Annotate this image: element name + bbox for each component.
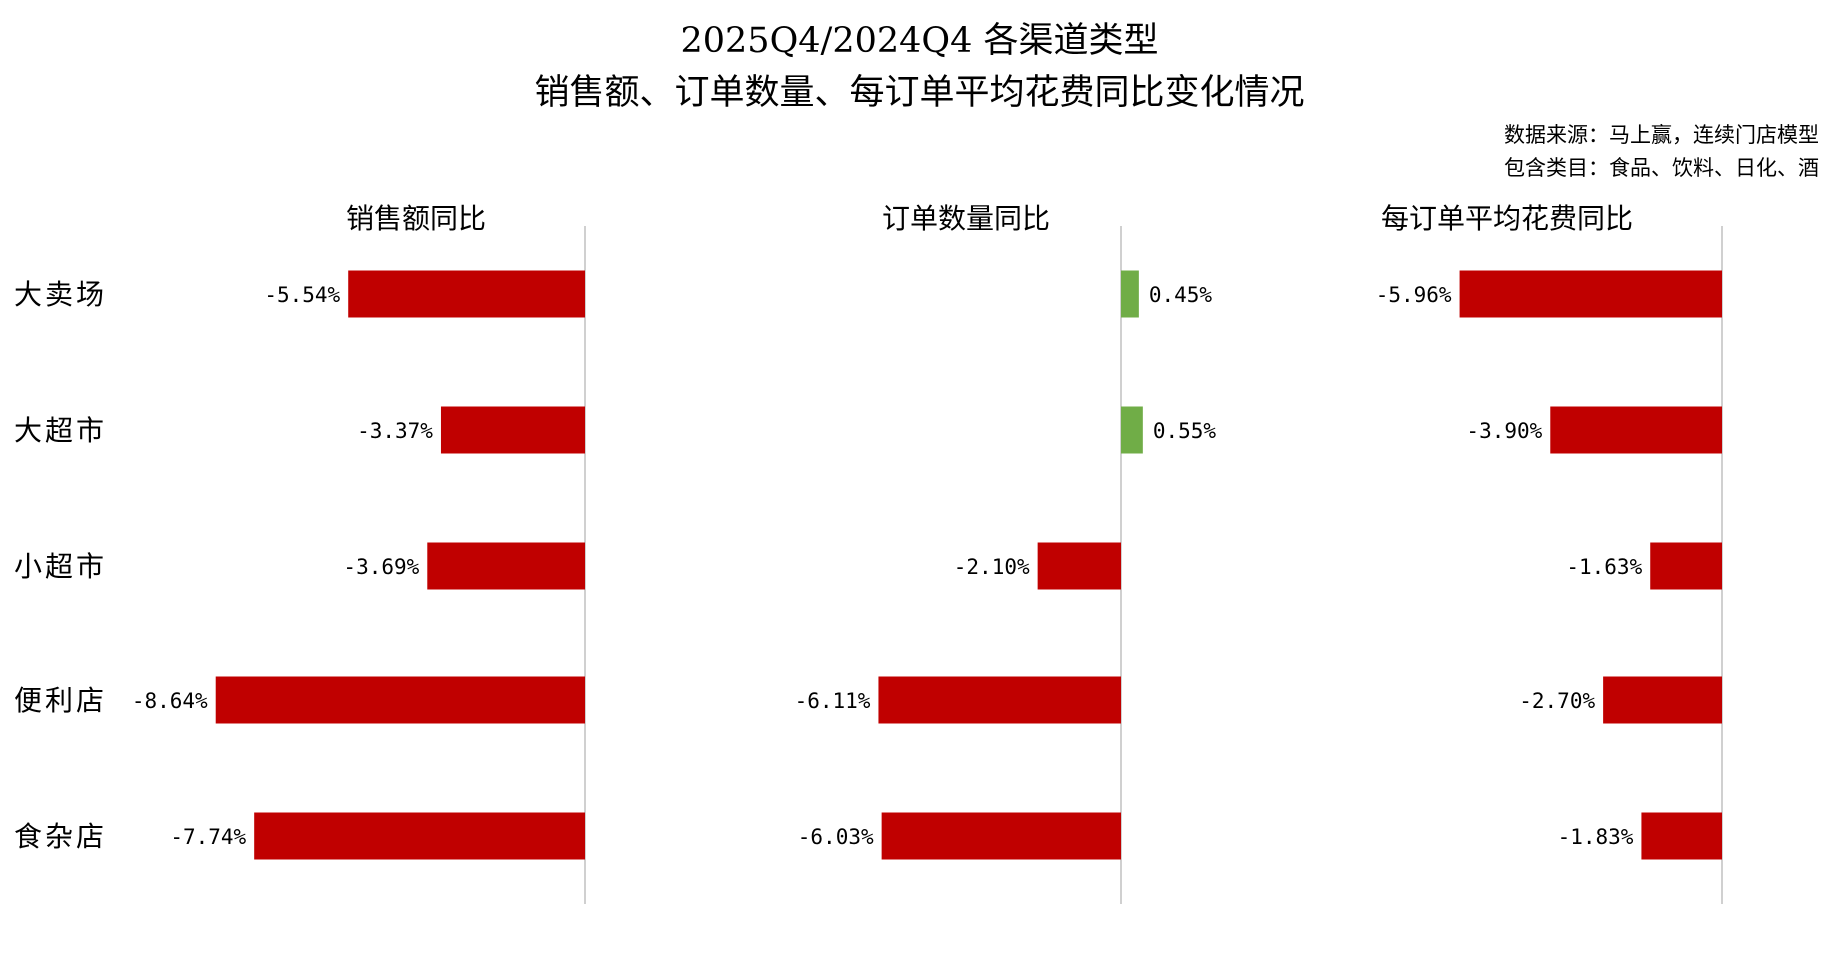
bar-大卖场 [1459,270,1722,318]
source-note: 数据来源：马上赢，连续门店模型 [1504,123,1819,147]
bar-便利店 [878,676,1121,724]
bar-食杂店 [1641,812,1722,860]
bar-大超市 [1121,406,1143,454]
data-label: -2.10% [954,555,1030,579]
bar-食杂店 [881,812,1121,860]
data-label: -2.70% [1519,689,1595,713]
category-note: 包含类目：食品、饮料、日化、酒 [1504,156,1819,180]
data-label: -3.69% [343,555,419,579]
bar-大卖场 [1121,270,1139,318]
category-label: 小超市 [14,550,107,583]
panel-title: 订单数量同比 [882,202,1050,235]
chart-title-line2: 销售额、订单数量、每订单平均花费同比变化情况 [534,73,1305,113]
data-label: 0.55% [1153,419,1217,443]
bar-小超市 [1650,542,1722,590]
data-label: -3.90% [1466,419,1542,443]
bar-大超市 [1550,406,1722,454]
data-label: -5.54% [264,283,340,307]
data-label: -6.03% [798,825,874,849]
category-label: 大卖场 [14,278,107,311]
category-label: 食杂店 [14,820,107,853]
category-label: 便利店 [14,684,107,717]
bar-食杂店 [254,812,585,860]
bar-大超市 [440,406,585,454]
data-label: 0.45% [1149,283,1213,307]
bar-便利店 [1603,676,1722,724]
bar-小超市 [427,542,585,590]
bar-小超市 [1037,542,1121,590]
data-label: -8.64% [132,689,208,713]
data-label: -1.83% [1558,825,1634,849]
chart-title-line1: 2025Q4/2024Q4 各渠道类型 [680,21,1159,61]
bar-便利店 [215,676,585,724]
category-label: 大超市 [14,414,107,447]
panel-title: 销售额同比 [346,202,486,235]
data-label: -6.11% [795,689,871,713]
data-label: -5.96% [1376,283,1452,307]
bar-大卖场 [348,270,585,318]
data-label: -3.37% [357,419,433,443]
data-label: -7.74% [170,825,246,849]
data-label: -1.63% [1566,555,1642,579]
panel-title: 每订单平均花费同比 [1381,202,1633,235]
